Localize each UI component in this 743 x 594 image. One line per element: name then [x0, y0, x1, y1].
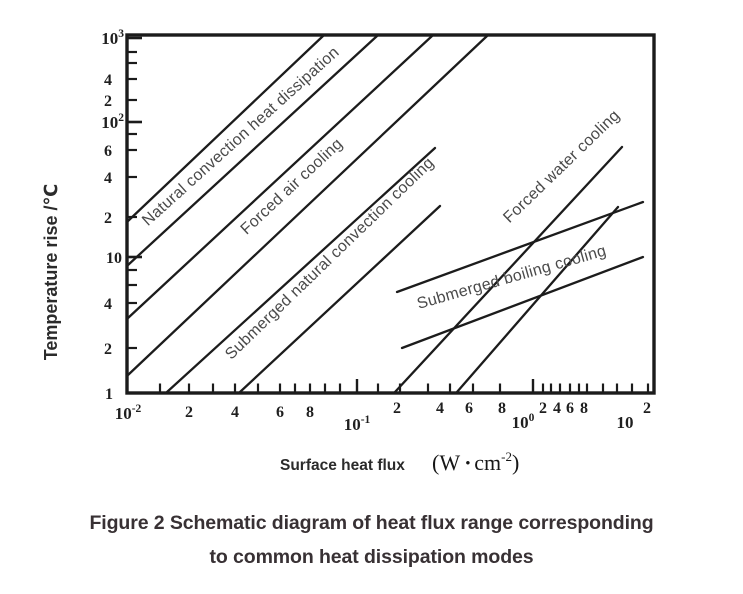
- x-axis-label: 2: [185, 404, 193, 421]
- x-axis-label: 10: [617, 413, 634, 432]
- series-submerged-boiling-lower: [400, 255, 645, 350]
- series-natural-convection-lower: [126, 34, 379, 267]
- series-forced-air-lower: [126, 34, 489, 377]
- label-submerged-boiling: Submerged boiling cooling: [415, 242, 608, 312]
- series-natural-convection-upper: [126, 34, 325, 223]
- y-axis-label: 103: [101, 28, 124, 48]
- x-axis-label: 6: [566, 400, 574, 417]
- x-axis-label: 10-2: [115, 403, 142, 423]
- plot-frame: [125, 33, 656, 395]
- x-axis-label: 10-1: [344, 414, 371, 434]
- x-axis-label: 4: [231, 404, 239, 421]
- y-axis-label: 2: [104, 341, 112, 358]
- series-forced-water: [393, 145, 624, 394]
- heat-flux-chart: Natural convection heat dissipationForce…: [41, 28, 656, 475]
- series-boiling-crossing-line: [455, 205, 620, 394]
- caption-line-1: Figure 2 Schematic diagram of heat flux …: [89, 512, 654, 534]
- y-axis-label: 6: [104, 143, 112, 160]
- x-axis-label: 6: [465, 400, 473, 417]
- y-axis-label: 102: [101, 112, 124, 132]
- x-axis-label: 2: [643, 400, 651, 417]
- x-axis-label: 6: [276, 404, 284, 421]
- y-axis-label: 2: [104, 210, 112, 227]
- y-axis-label: 4: [104, 72, 112, 89]
- series-submerged-natural-upper: [165, 146, 437, 394]
- y-axis-label: 2: [104, 93, 112, 110]
- x-axis-label: 8: [306, 404, 314, 421]
- y-axis-title: Temperature rise /℃: [41, 184, 61, 361]
- y-axis-label: 10: [106, 250, 122, 267]
- y-axis-label: 4: [104, 170, 112, 187]
- x-axis-label: 8: [498, 400, 506, 417]
- caption-line-2: to common heat dissipation modes: [209, 546, 534, 568]
- x-axis-label: 2: [539, 400, 547, 417]
- x-axis-title: Surface heat flux: [280, 457, 405, 474]
- x-axis-label: 2: [393, 400, 401, 417]
- x-axis-units: (W • cm-2): [432, 449, 519, 475]
- x-axis-label: 100: [512, 412, 535, 432]
- y-axis-label: 1: [105, 386, 113, 403]
- series-forced-air-upper: [126, 34, 434, 320]
- x-axis-label: 4: [436, 400, 444, 417]
- figure-caption: Figure 2 Schematic diagram of heat flux …: [0, 506, 743, 574]
- y-axis-label: 4: [104, 296, 112, 313]
- series-submerged-boiling-upper: [395, 200, 645, 294]
- series-submerged-natural-lower: [238, 204, 442, 394]
- x-axis-label: 8: [580, 400, 588, 417]
- x-axis-label: 4: [553, 400, 561, 417]
